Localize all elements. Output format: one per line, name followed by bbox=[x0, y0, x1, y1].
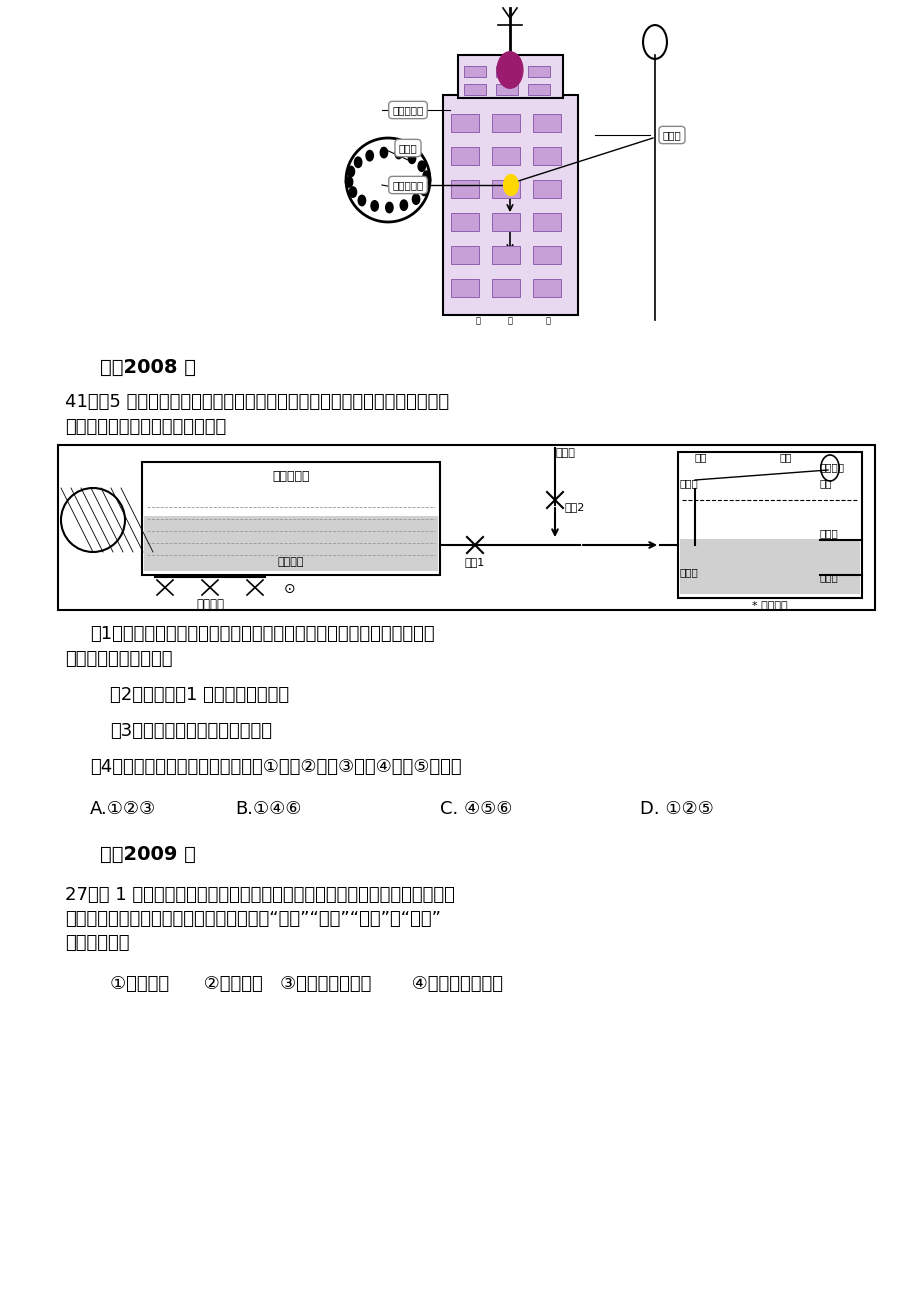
Circle shape bbox=[346, 167, 354, 177]
Text: A.①②③: A.①②③ bbox=[90, 799, 156, 818]
FancyBboxPatch shape bbox=[450, 214, 479, 230]
Text: （1）废水储水池的底部位置应该＿＿＿＿＿＿＿（高于、低于、等于）: （1）废水储水池的底部位置应该＿＿＿＿＿＿＿（高于、低于、等于） bbox=[90, 625, 434, 643]
Text: 27．（ 1 分）成语和俗语是千百年来人们生活智慧的结晶，其中不少蕋含着有: 27．（ 1 分）成语和俗语是千百年来人们生活智慧的结晶，其中不少蕋含着有 bbox=[65, 885, 454, 904]
FancyBboxPatch shape bbox=[677, 452, 861, 598]
FancyBboxPatch shape bbox=[495, 85, 517, 95]
FancyBboxPatch shape bbox=[144, 516, 437, 572]
FancyBboxPatch shape bbox=[532, 147, 561, 165]
FancyBboxPatch shape bbox=[463, 66, 485, 77]
Text: * 冲厧水筱: * 冲厧水筱 bbox=[752, 600, 787, 611]
FancyBboxPatch shape bbox=[450, 115, 479, 132]
Text: www.zxxx.com.cn: www.zxxx.com.cn bbox=[391, 517, 528, 533]
FancyBboxPatch shape bbox=[492, 180, 519, 198]
Text: 出水阀: 出水阀 bbox=[819, 529, 838, 538]
Text: 水池底部: 水池底部 bbox=[278, 557, 304, 566]
Text: （3）木制支架是否为稳定结构？: （3）木制支架是否为稳定结构？ bbox=[110, 723, 272, 740]
FancyBboxPatch shape bbox=[458, 55, 562, 98]
FancyBboxPatch shape bbox=[142, 462, 439, 575]
Circle shape bbox=[423, 171, 430, 181]
FancyBboxPatch shape bbox=[492, 147, 519, 165]
Circle shape bbox=[357, 195, 365, 206]
Text: 进水阀: 进水阀 bbox=[679, 478, 698, 488]
Circle shape bbox=[385, 202, 392, 212]
FancyBboxPatch shape bbox=[492, 246, 519, 264]
FancyBboxPatch shape bbox=[532, 279, 561, 297]
Circle shape bbox=[503, 174, 517, 195]
Circle shape bbox=[420, 185, 427, 195]
Circle shape bbox=[380, 147, 387, 158]
FancyBboxPatch shape bbox=[532, 246, 561, 264]
FancyBboxPatch shape bbox=[528, 66, 550, 77]
Text: 阀门1: 阀门1 bbox=[464, 557, 484, 566]
Text: 进水口: 进水口 bbox=[679, 566, 698, 577]
FancyBboxPatch shape bbox=[58, 445, 874, 611]
Circle shape bbox=[345, 177, 352, 187]
Text: ⊙: ⊙ bbox=[284, 582, 296, 596]
Text: 人: 人 bbox=[507, 316, 512, 326]
Text: C. ④⑤⑥: C. ④⑤⑥ bbox=[439, 799, 512, 818]
FancyBboxPatch shape bbox=[679, 539, 859, 594]
Text: 自来水: 自来水 bbox=[555, 448, 575, 458]
Ellipse shape bbox=[61, 488, 125, 552]
Text: B.①④⑥: B.①④⑥ bbox=[234, 799, 301, 818]
Text: 设定水位: 设定水位 bbox=[819, 462, 844, 473]
Text: 人: 人 bbox=[475, 316, 480, 326]
Circle shape bbox=[408, 154, 415, 164]
Text: 阀门2: 阀门2 bbox=[564, 503, 584, 512]
Circle shape bbox=[400, 201, 407, 211]
FancyBboxPatch shape bbox=[450, 147, 479, 165]
Text: 人: 人 bbox=[545, 316, 550, 326]
Circle shape bbox=[370, 201, 378, 211]
Text: 反光捕获镜: 反光捕获镜 bbox=[391, 180, 423, 190]
FancyBboxPatch shape bbox=[492, 214, 519, 230]
Text: 浮球: 浮球 bbox=[779, 452, 791, 462]
Text: 三、2009 年: 三、2009 年 bbox=[100, 845, 196, 865]
Circle shape bbox=[417, 161, 425, 172]
FancyBboxPatch shape bbox=[443, 95, 577, 315]
Text: （4）制作木制支架需要哪些工具？①锅子②全子③台钓④凿子⑤螺丝刀: （4）制作木制支架需要哪些工具？①锅子②全子③台钓④凿子⑤螺丝刀 bbox=[90, 758, 461, 776]
Circle shape bbox=[366, 151, 373, 161]
FancyBboxPatch shape bbox=[450, 180, 479, 198]
FancyBboxPatch shape bbox=[492, 279, 519, 297]
FancyBboxPatch shape bbox=[450, 246, 479, 264]
Text: 关技术与设计的道理，下列与设计过程中的“结构”“流程”“系统”和“控制”: 关技术与设计的道理，下列与设计过程中的“结构”“流程”“系统”和“控制” bbox=[65, 910, 440, 928]
FancyBboxPatch shape bbox=[528, 85, 550, 95]
Text: 出水口: 出水口 bbox=[819, 572, 838, 582]
FancyBboxPatch shape bbox=[495, 66, 517, 77]
FancyBboxPatch shape bbox=[532, 180, 561, 198]
Text: 依次对应的是: 依次对应的是 bbox=[65, 934, 130, 952]
Text: ①见风使舐      ②铜墙铁壁   ③磨刀不误砍柴工       ④牵一发而动全身: ①见风使舐 ②铜墙铁壁 ③磨刀不误砍柴工 ④牵一发而动全身 bbox=[110, 975, 503, 993]
Text: 木制支架: 木制支架 bbox=[196, 598, 223, 611]
Circle shape bbox=[349, 187, 357, 198]
FancyBboxPatch shape bbox=[450, 279, 479, 297]
FancyBboxPatch shape bbox=[463, 85, 485, 95]
Text: D. ①②⑤: D. ①②⑤ bbox=[640, 799, 713, 818]
Text: 支点: 支点 bbox=[694, 452, 707, 462]
Text: 冲厧方案。请据图回答以下问题：: 冲厧方案。请据图回答以下问题： bbox=[65, 418, 226, 436]
Text: 光线投射面: 光线投射面 bbox=[391, 105, 423, 115]
Text: 废水储水池: 废水储水池 bbox=[272, 470, 310, 483]
Text: 41．（5 分）节约用水应从身边做起。某同学设计了能使生活废水充分利用的: 41．（5 分）节约用水应从身边做起。某同学设计了能使生活废水充分利用的 bbox=[65, 393, 448, 411]
Circle shape bbox=[394, 148, 402, 159]
FancyBboxPatch shape bbox=[532, 214, 561, 230]
Text: 冲厧水筱的设定水位。: 冲厧水筱的设定水位。 bbox=[65, 650, 173, 668]
FancyBboxPatch shape bbox=[532, 115, 561, 132]
Text: 传感器: 传感器 bbox=[398, 143, 417, 154]
Text: 浮组: 浮组 bbox=[819, 478, 832, 488]
Text: 二、2008 年: 二、2008 年 bbox=[100, 358, 196, 378]
Circle shape bbox=[412, 194, 419, 204]
FancyBboxPatch shape bbox=[492, 115, 519, 132]
Circle shape bbox=[423, 174, 430, 185]
Text: （2）说明阀门1 不能省略的原因。: （2）说明阀门1 不能省略的原因。 bbox=[110, 686, 289, 704]
Text: 反光镜: 反光镜 bbox=[662, 130, 681, 141]
Circle shape bbox=[354, 158, 361, 168]
Circle shape bbox=[496, 52, 522, 89]
